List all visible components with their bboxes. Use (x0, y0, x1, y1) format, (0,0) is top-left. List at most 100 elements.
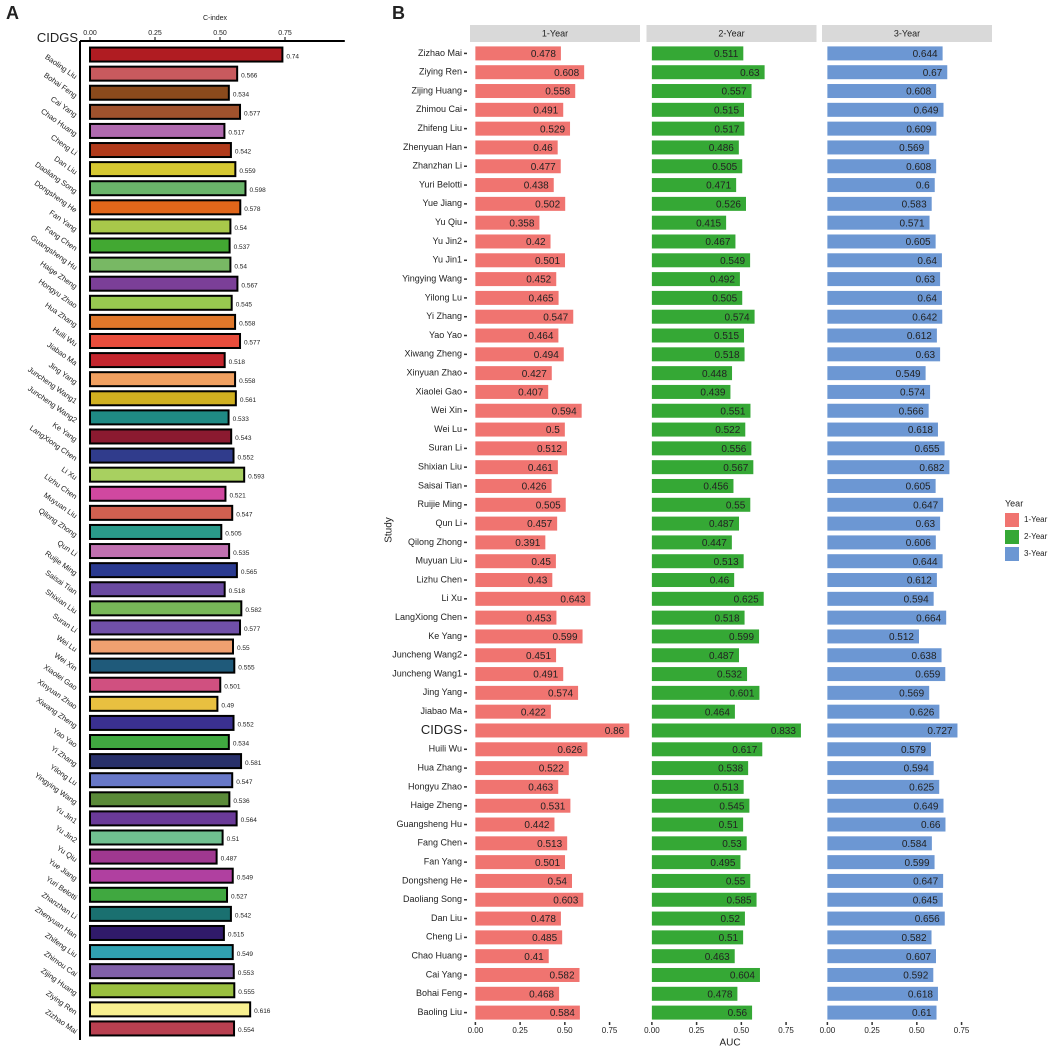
value-label: 0.46 (710, 576, 730, 587)
bar (475, 102, 564, 117)
value-label: 0.649 (913, 105, 938, 116)
value-label: 0.63 (916, 519, 936, 530)
bar (651, 873, 751, 888)
value-label: 0.567 (241, 282, 258, 289)
y-tick-label: Wei Xin (431, 405, 462, 415)
value-label: 0.584 (902, 839, 927, 850)
value-label: 0.465 (529, 294, 554, 305)
bar (475, 911, 561, 926)
y-tick-label: Muyuan Liu (415, 556, 462, 566)
bar (89, 313, 237, 330)
y-tick-label: LangXiong Chen (395, 612, 462, 622)
value-label: 0.555 (238, 989, 255, 996)
value-label: 0.643 (560, 594, 585, 605)
value-label: 0.606 (906, 538, 931, 549)
value-label: 0.521 (229, 492, 246, 499)
bar (827, 986, 938, 1001)
value-label: 0.478 (707, 989, 732, 1000)
value-label: 0.485 (532, 933, 557, 944)
bar (89, 886, 229, 903)
bar (475, 704, 551, 719)
bar (89, 256, 232, 273)
value-label: 0.599 (729, 632, 754, 643)
bar (89, 924, 225, 941)
value-label: 0.468 (529, 989, 554, 1000)
value-label: 0.531 (540, 801, 565, 812)
bar (475, 121, 571, 136)
category-label: Yu Jin2 (54, 823, 79, 844)
bar (475, 347, 564, 362)
value-label: 0.598 (249, 187, 266, 194)
category-label: Yu Jin1 (54, 804, 79, 825)
bar (89, 600, 243, 617)
bar (475, 610, 557, 625)
value-label: 0.63 (916, 275, 936, 286)
legend-label: 3-Year (1024, 549, 1048, 558)
bar (89, 657, 236, 674)
value-label: 0.447 (702, 538, 727, 549)
bar (827, 892, 943, 907)
value-label: 0.438 (524, 181, 549, 192)
value-label: 0.647 (913, 500, 938, 511)
value-label: 0.461 (528, 463, 553, 474)
bar (651, 591, 764, 606)
bar (827, 272, 941, 287)
bar (89, 390, 237, 407)
value-label: 0.5 (546, 425, 560, 436)
value-label: 0.577 (244, 111, 261, 118)
value-label: 0.477 (531, 162, 556, 173)
value-label: 0.642 (912, 312, 937, 323)
value-label: 0.52 (720, 914, 740, 925)
bar (89, 46, 284, 63)
bar (651, 742, 763, 757)
value-label: 0.463 (528, 783, 553, 794)
bar (89, 371, 237, 388)
value-label: 0.452 (526, 275, 551, 286)
value-label: 0.464 (705, 707, 730, 718)
bar (89, 237, 231, 254)
value-label: 0.549 (896, 369, 921, 380)
value-label: 0.656 (915, 914, 940, 925)
x-tick-label: 0.50 (909, 1026, 925, 1035)
value-label: 0.547 (543, 312, 568, 323)
value-label: 0.74 (286, 53, 299, 60)
y-tick-label: Baoling Liu (417, 1007, 462, 1017)
value-label: 0.56 (728, 1008, 748, 1019)
x-axis-title: C-index (203, 15, 228, 22)
bar (651, 272, 740, 287)
bar (475, 403, 582, 418)
value-label: 0.64 (917, 294, 937, 305)
facet-strip (822, 25, 992, 42)
y-tick-label: Juncheng Wang1 (392, 668, 462, 678)
value-label: 0.594 (904, 594, 929, 605)
y-tick-label: Yingying Wang (402, 273, 462, 283)
bar (475, 986, 560, 1001)
y-tick-label: Ruijie Ming (417, 499, 462, 509)
value-label: 0.55 (237, 645, 250, 652)
bar (827, 949, 936, 964)
value-label: 0.659 (915, 670, 940, 681)
value-label: 0.612 (907, 331, 932, 342)
bar (475, 478, 552, 493)
x-tick-label: 0.25 (864, 1026, 880, 1035)
bar (827, 836, 932, 851)
bar (651, 65, 765, 80)
y-tick-label: Yi Zhang (426, 311, 462, 321)
bar (475, 140, 558, 155)
bar (827, 1005, 937, 1020)
bar (827, 46, 943, 61)
value-label: 0.558 (545, 87, 570, 98)
y-tick-label: Fan Yang (424, 857, 462, 867)
bar (89, 142, 232, 159)
bar (89, 65, 239, 82)
bar (475, 629, 583, 644)
value-label: 0.542 (235, 913, 252, 920)
category-label: Suran Li (51, 611, 79, 635)
bar (651, 648, 740, 663)
value-label: 0.457 (527, 519, 552, 530)
bar (651, 855, 741, 870)
value-label: 0.486 (709, 143, 734, 154)
value-label: 0.358 (509, 218, 534, 229)
bar (89, 161, 237, 178)
bar (475, 516, 558, 531)
